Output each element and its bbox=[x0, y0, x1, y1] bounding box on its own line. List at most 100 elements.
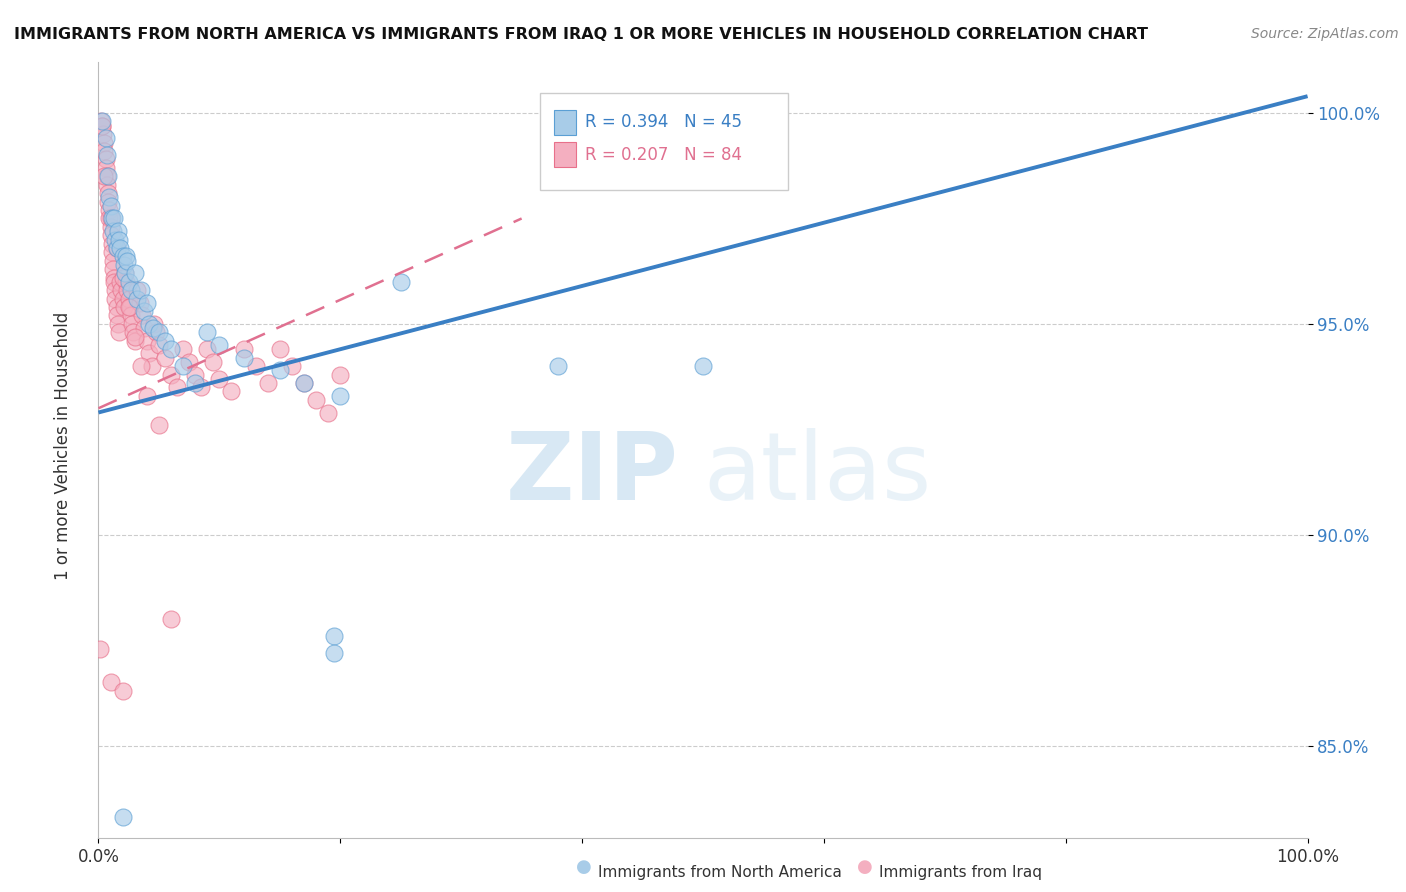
Point bbox=[389, 275, 412, 289]
Point bbox=[120, 309, 142, 323]
Point bbox=[111, 684, 134, 698]
Point bbox=[160, 343, 183, 357]
FancyBboxPatch shape bbox=[554, 110, 576, 135]
Point bbox=[134, 304, 156, 318]
Point bbox=[129, 283, 152, 297]
Point bbox=[107, 317, 129, 331]
Point bbox=[172, 359, 194, 373]
Point bbox=[323, 646, 346, 660]
Point bbox=[100, 219, 122, 234]
Point bbox=[547, 359, 569, 373]
Point bbox=[104, 292, 127, 306]
Point bbox=[124, 329, 146, 343]
Point bbox=[104, 233, 127, 247]
Point bbox=[114, 266, 136, 280]
Point bbox=[148, 326, 170, 340]
Point bbox=[141, 359, 163, 373]
Point bbox=[269, 343, 291, 357]
Point bbox=[101, 262, 124, 277]
Point bbox=[256, 376, 278, 390]
Point bbox=[100, 245, 122, 260]
Point bbox=[105, 309, 128, 323]
Point bbox=[100, 236, 122, 251]
Point bbox=[117, 283, 139, 297]
Point bbox=[114, 266, 136, 280]
Point bbox=[98, 202, 121, 217]
Point bbox=[96, 169, 118, 184]
Text: atlas: atlas bbox=[703, 428, 931, 520]
Point bbox=[245, 359, 267, 373]
Point bbox=[138, 317, 160, 331]
Point bbox=[269, 363, 291, 377]
Point bbox=[91, 119, 114, 133]
Point bbox=[120, 283, 142, 297]
Point bbox=[135, 296, 157, 310]
Point bbox=[208, 372, 231, 386]
Text: ●: ● bbox=[575, 858, 592, 876]
Point bbox=[160, 612, 183, 626]
Point bbox=[101, 253, 124, 268]
Point bbox=[100, 211, 122, 226]
Point bbox=[94, 153, 117, 167]
Point bbox=[160, 368, 183, 382]
Point bbox=[195, 343, 218, 357]
Point bbox=[91, 127, 114, 141]
Point bbox=[105, 241, 128, 255]
Point bbox=[105, 241, 128, 255]
Point bbox=[104, 283, 127, 297]
FancyBboxPatch shape bbox=[540, 94, 787, 191]
Point bbox=[184, 368, 207, 382]
Point bbox=[190, 380, 212, 394]
Point bbox=[153, 351, 176, 365]
Point bbox=[103, 270, 125, 285]
Point bbox=[145, 326, 167, 340]
Point bbox=[89, 641, 111, 656]
Point bbox=[124, 266, 146, 280]
Point bbox=[108, 326, 131, 340]
Point bbox=[111, 270, 134, 285]
Point bbox=[221, 384, 243, 399]
Text: Immigrants from Iraq: Immigrants from Iraq bbox=[879, 865, 1042, 880]
Point bbox=[127, 292, 149, 306]
Point bbox=[108, 275, 131, 289]
Point bbox=[281, 359, 304, 373]
Point bbox=[97, 169, 120, 184]
Point bbox=[103, 275, 125, 289]
Point bbox=[179, 355, 201, 369]
Text: 1 or more Vehicles in Household: 1 or more Vehicles in Household bbox=[55, 312, 72, 580]
Text: R = 0.207   N = 84: R = 0.207 N = 84 bbox=[585, 145, 741, 164]
Point bbox=[131, 309, 153, 323]
Point bbox=[97, 194, 120, 209]
Point bbox=[134, 321, 156, 335]
Point bbox=[98, 211, 121, 226]
Point bbox=[148, 338, 170, 352]
Point bbox=[292, 376, 315, 390]
Point bbox=[138, 346, 160, 360]
Point bbox=[117, 253, 139, 268]
Point bbox=[100, 228, 122, 243]
Point bbox=[110, 283, 132, 297]
Point bbox=[232, 343, 254, 357]
Point bbox=[108, 241, 131, 255]
Point bbox=[329, 389, 352, 403]
Point bbox=[135, 389, 157, 403]
Point bbox=[100, 211, 122, 226]
Point bbox=[128, 296, 150, 310]
Point bbox=[202, 355, 225, 369]
Point bbox=[111, 292, 134, 306]
Point bbox=[94, 131, 117, 145]
Point bbox=[142, 321, 165, 335]
Point bbox=[127, 283, 149, 297]
Point bbox=[208, 338, 231, 352]
Point bbox=[98, 190, 121, 204]
Point bbox=[115, 275, 138, 289]
Point bbox=[316, 405, 339, 419]
Point bbox=[195, 326, 218, 340]
Point bbox=[143, 317, 166, 331]
Point bbox=[107, 224, 129, 238]
Point bbox=[101, 224, 124, 238]
Point bbox=[100, 199, 122, 213]
Text: ZIP: ZIP bbox=[506, 428, 679, 520]
Point bbox=[103, 211, 125, 226]
Point bbox=[329, 368, 352, 382]
